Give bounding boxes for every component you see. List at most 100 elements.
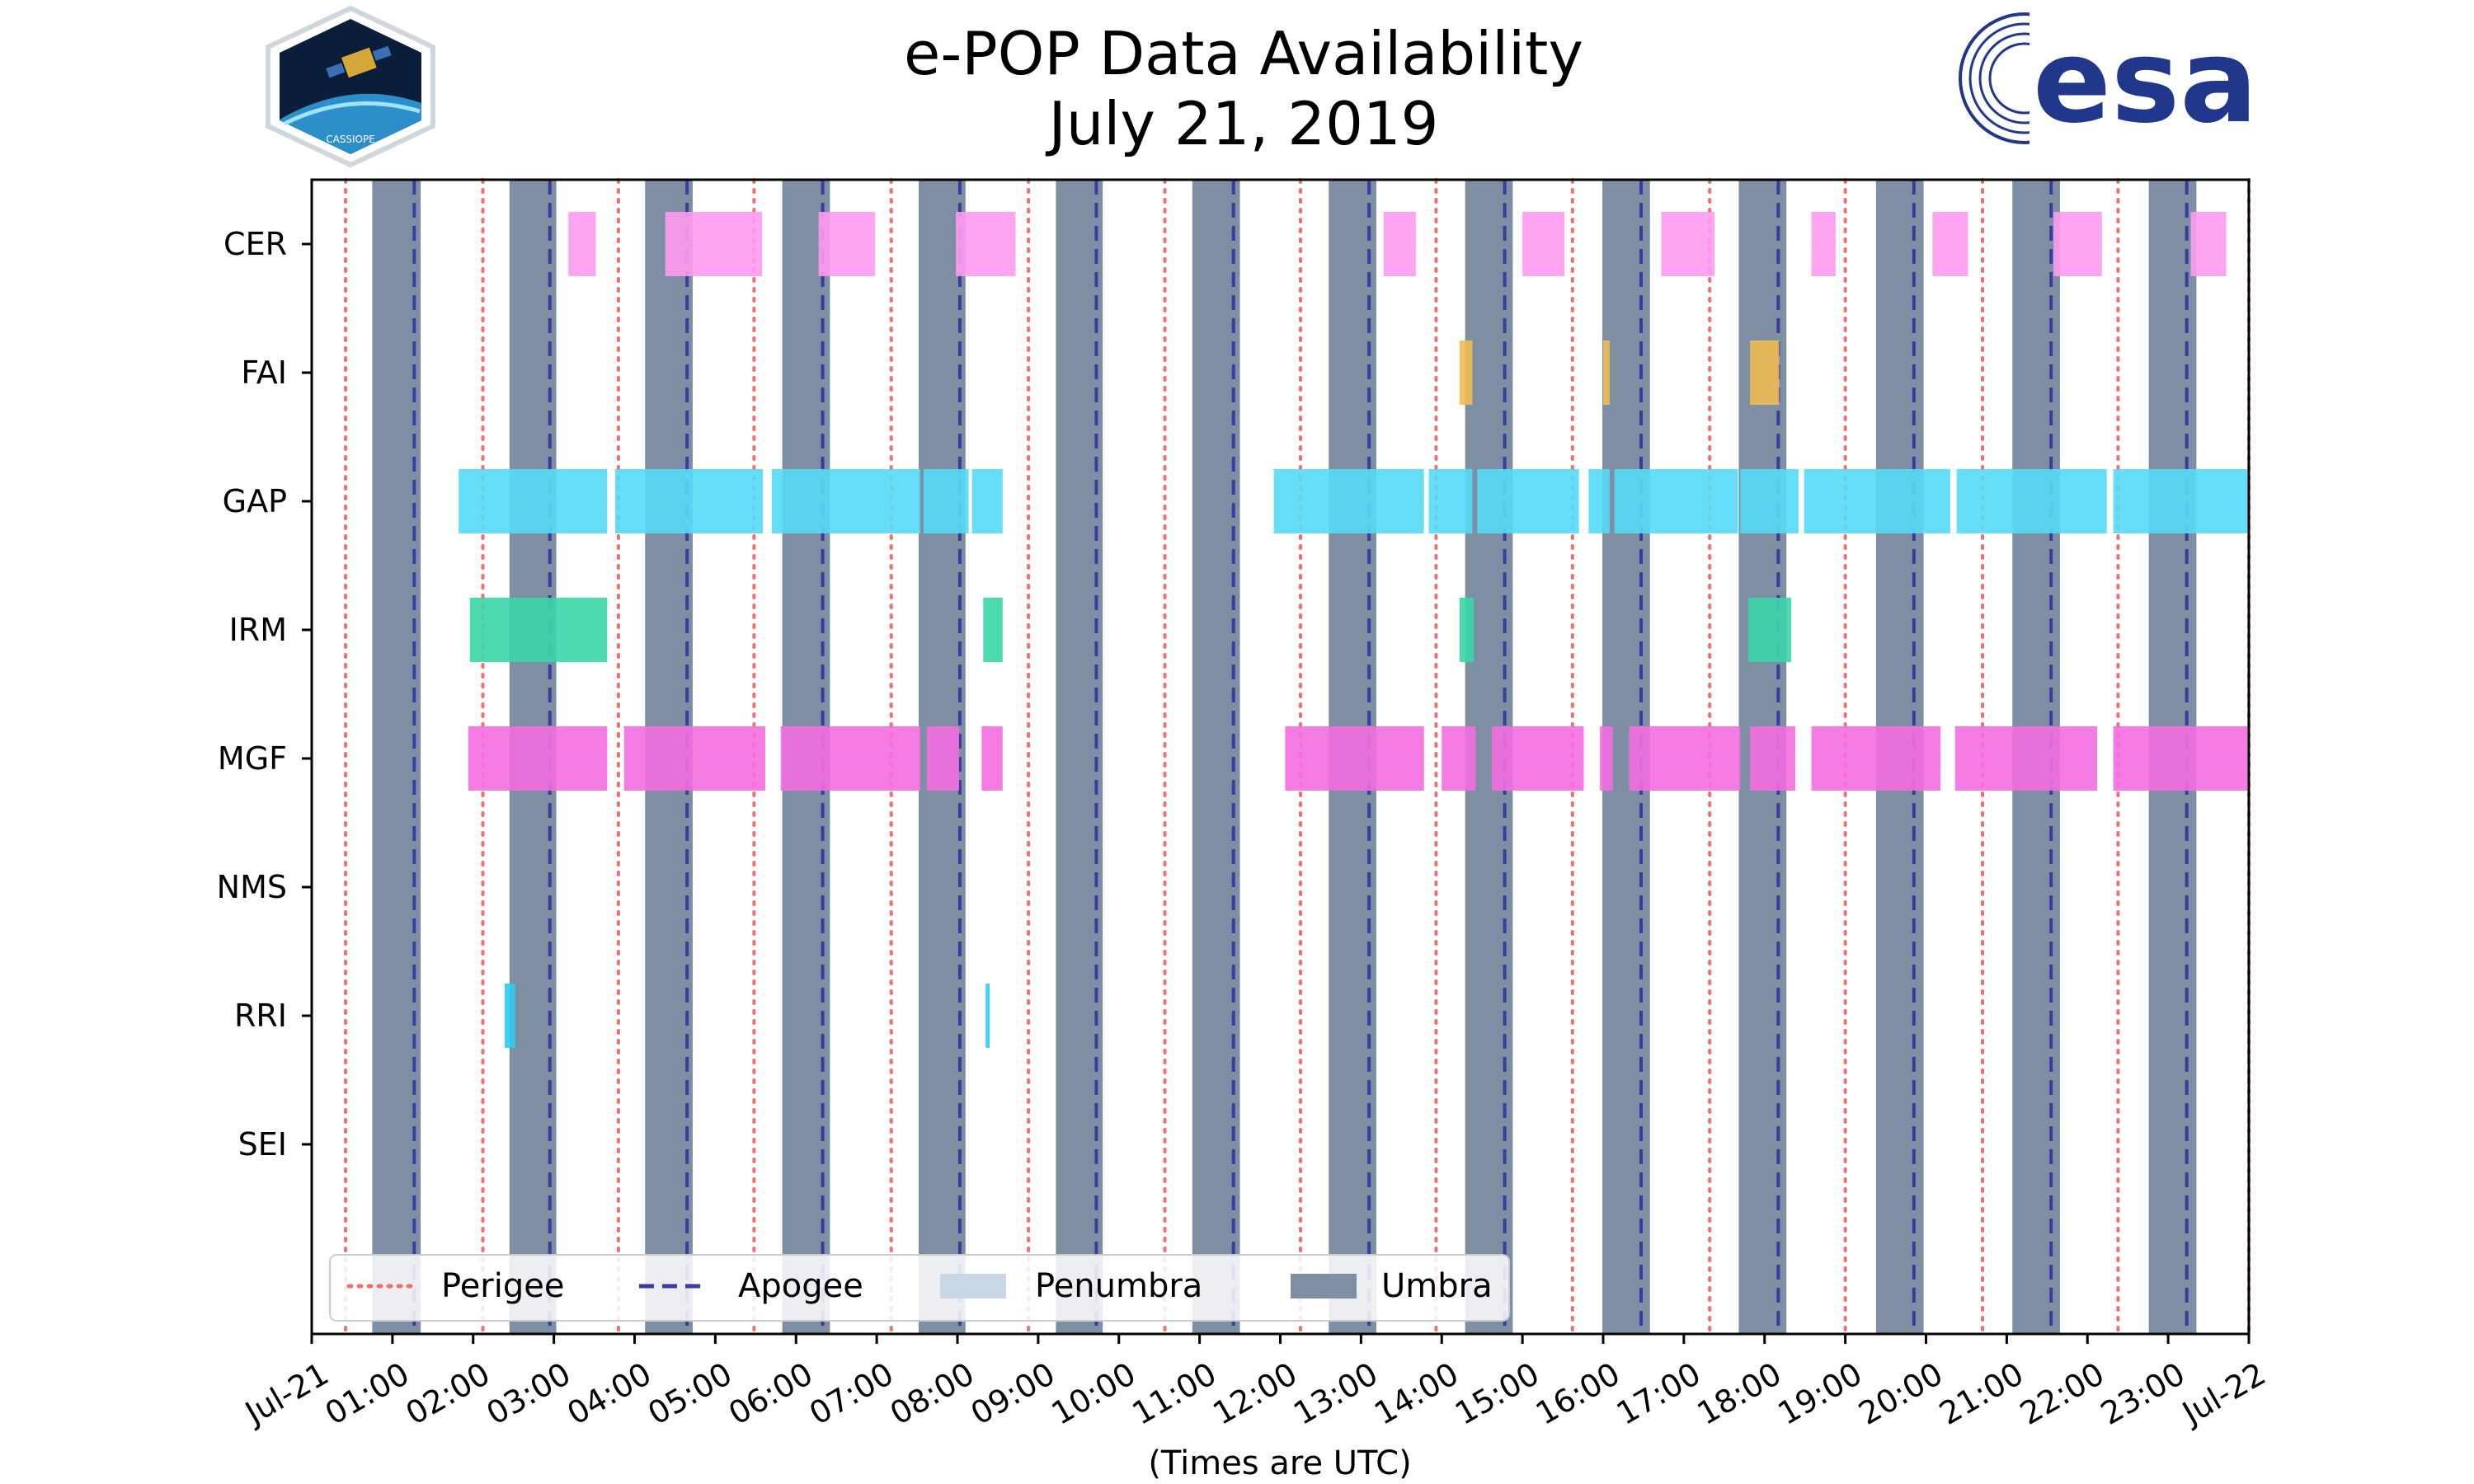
bar-cer-4 xyxy=(1383,212,1416,276)
bar-rri-0 xyxy=(504,984,515,1048)
bar-mgf-11 xyxy=(1811,726,1941,791)
bar-mgf-2 xyxy=(780,726,920,791)
x-tick-label-1: 01:00 xyxy=(319,1355,416,1432)
bar-fai-2 xyxy=(1750,340,1780,405)
bar-gap-0 xyxy=(459,469,608,533)
bar-mgf-4 xyxy=(981,726,1003,791)
bar-cer-10 xyxy=(2190,212,2227,276)
bar-irm-1 xyxy=(983,598,1003,662)
bar-mgf-1 xyxy=(623,726,766,791)
x-tick-label-12: 12:00 xyxy=(1206,1355,1303,1432)
x-tick-label-21: 21:00 xyxy=(1933,1355,2030,1432)
bar-mgf-7 xyxy=(1491,726,1584,791)
x-tick-label-0: Jul-21 xyxy=(238,1355,335,1432)
x-tick-label-22: 22:00 xyxy=(2014,1355,2110,1432)
x-axis: Jul-2101:0002:0003:0004:0005:0006:0007:0… xyxy=(238,1334,2272,1432)
bar-cer-9 xyxy=(2053,212,2102,276)
bar-gap-5 xyxy=(1273,469,1424,533)
x-tick-label-7: 07:00 xyxy=(803,1355,900,1432)
cassiope-logo-text: CASSIOPE xyxy=(326,134,375,145)
y-tick-label-sei: SEI xyxy=(238,1126,287,1162)
bar-irm-0 xyxy=(469,598,608,662)
x-tick-label-9: 09:00 xyxy=(965,1355,1061,1432)
bar-irm-2 xyxy=(1459,598,1475,662)
bar-irm-3 xyxy=(1748,598,1792,662)
legend-box xyxy=(329,1254,1510,1322)
bar-cer-5 xyxy=(1522,212,1565,276)
x-tick-label-20: 20:00 xyxy=(1852,1355,1949,1432)
bar-gap-11 xyxy=(1804,469,1950,533)
x-tick-label-3: 03:00 xyxy=(480,1355,576,1432)
y-tick-label-mgf: MGF xyxy=(218,740,287,777)
bar-gap-2 xyxy=(771,469,920,533)
bar-gap-8 xyxy=(1588,469,1610,533)
x-tick-label-19: 19:00 xyxy=(1771,1355,1868,1432)
y-tick-label-gap: GAP xyxy=(223,483,287,519)
bar-cer-0 xyxy=(568,212,596,276)
bar-gap-7 xyxy=(1477,469,1579,533)
x-tick-label-5: 05:00 xyxy=(642,1355,738,1432)
legend-perigee-label: Perigee xyxy=(441,1267,564,1305)
bar-mgf-6 xyxy=(1442,726,1476,791)
y-tick-label-cer: CER xyxy=(223,226,287,262)
legend-apogee-label: Apogee xyxy=(738,1267,863,1305)
legend-umbra-swatch xyxy=(1291,1274,1357,1298)
x-tick-label-24: Jul-22 xyxy=(2175,1355,2272,1432)
bar-gap-9 xyxy=(1614,469,1738,533)
x-tick-label-8: 08:00 xyxy=(884,1355,981,1432)
bar-cer-7 xyxy=(1811,212,1836,276)
bar-mgf-0 xyxy=(468,726,608,791)
bar-fai-0 xyxy=(1459,340,1473,405)
bar-mgf-10 xyxy=(1750,726,1795,791)
x-axis-label: (Times are UTC) xyxy=(1148,1444,1411,1482)
x-tick-label-4: 04:00 xyxy=(561,1355,657,1432)
x-tick-label-16: 16:00 xyxy=(1530,1355,1626,1432)
bar-cer-8 xyxy=(1932,212,1968,276)
esa-logo-text: esa xyxy=(2033,15,2258,149)
x-tick-label-17: 17:00 xyxy=(1611,1355,1707,1432)
y-tick-label-irm: IRM xyxy=(229,612,287,648)
y-tick-label-nms: NMS xyxy=(217,869,287,905)
y-tick-label-rri: RRI xyxy=(234,998,287,1034)
bar-gap-6 xyxy=(1428,469,1473,533)
legend-umbra-label: Umbra xyxy=(1381,1267,1493,1305)
bar-gap-10 xyxy=(1740,469,1799,533)
legend-penumbra-label: Penumbra xyxy=(1035,1267,1202,1305)
bar-gap-3 xyxy=(923,469,969,533)
bar-mgf-12 xyxy=(1954,726,2097,791)
bar-mgf-5 xyxy=(1285,726,1424,791)
chart-title-line2: July 21, 2019 xyxy=(1046,89,1439,158)
bar-cer-2 xyxy=(818,212,876,276)
x-tick-label-23: 23:00 xyxy=(2095,1355,2191,1432)
x-tick-label-15: 15:00 xyxy=(1449,1355,1545,1432)
bar-mgf-3 xyxy=(926,726,959,791)
y-axis: CER FAI GAP IRM MGF NMS RRI SEI xyxy=(217,226,312,1162)
chart-title-line1: e-POP Data Availability xyxy=(904,19,1583,88)
legend: Perigee Apogee Penumbra Umbra xyxy=(329,1254,1510,1322)
legend-penumbra-swatch xyxy=(940,1274,1006,1298)
y-tick-label-fai: FAI xyxy=(241,355,287,391)
bar-cer-1 xyxy=(665,212,763,276)
x-tick-label-6: 06:00 xyxy=(722,1355,819,1432)
bar-mgf-9 xyxy=(1629,726,1741,791)
bar-gap-4 xyxy=(971,469,1003,533)
bar-mgf-8 xyxy=(1600,726,1613,791)
bar-gap-13 xyxy=(2113,469,2249,533)
esa-logo: esa xyxy=(1959,12,2258,149)
x-tick-label-11: 11:00 xyxy=(1126,1355,1222,1432)
bar-fai-1 xyxy=(1603,340,1610,405)
x-tick-label-14: 14:00 xyxy=(1368,1355,1465,1432)
x-tick-label-18: 18:00 xyxy=(1691,1355,1788,1432)
bar-rri-1 xyxy=(985,984,990,1048)
x-tick-label-13: 13:00 xyxy=(1287,1355,1384,1432)
bar-gap-1 xyxy=(615,469,764,533)
cassiope-mission-logo: CASSIOPE xyxy=(266,5,435,168)
bar-mgf-13 xyxy=(2113,726,2249,791)
x-tick-label-10: 10:00 xyxy=(1046,1355,1142,1432)
bar-cer-6 xyxy=(1661,212,1715,276)
plot-area xyxy=(344,178,2251,1336)
bar-cer-3 xyxy=(956,212,1016,276)
bar-gap-12 xyxy=(1956,469,2107,533)
x-tick-label-2: 02:00 xyxy=(400,1355,496,1432)
